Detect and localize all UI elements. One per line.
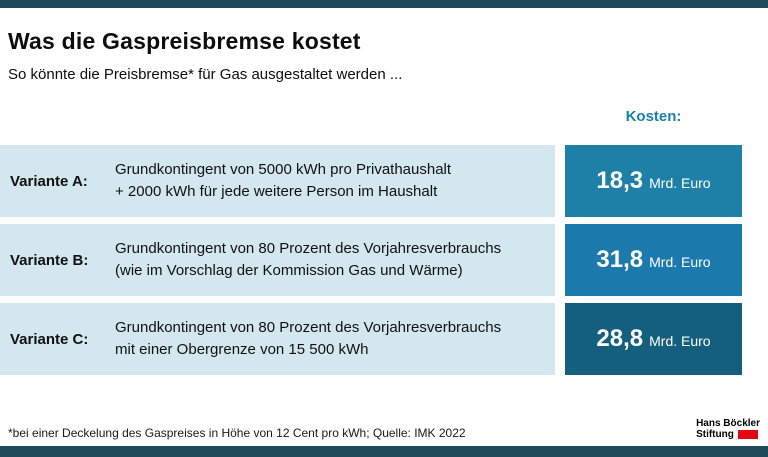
description-line: + 2000 kWh für jede weitere Person im Ha… [115, 183, 438, 200]
variant-label: Variante A: [10, 172, 88, 190]
table-row-variante-b: Variante B: Grundkontingent von 80 Proze… [0, 224, 742, 296]
variant-label: Variante B: [10, 251, 89, 269]
costs-column-header: Kosten: [625, 108, 682, 125]
top-accent-bar [0, 0, 768, 8]
footer: *bei einer Deckelung des Gaspreises in H… [8, 418, 760, 440]
hans-boeckler-stiftung-logo: Hans Böckler Stiftung [696, 418, 760, 440]
description-line: mit einer Obergrenze von 15 500 kWh [115, 341, 369, 358]
variant-description: Grundkontingent von 5000 kWh pro Privath… [115, 159, 451, 203]
cost-value: 28,8 [596, 325, 644, 352]
header: Was die Gaspreisbremse kostet So könnte … [0, 8, 768, 83]
logo-text-line1: Hans Böckler [696, 418, 760, 429]
cost-unit: Mrd. Euro [649, 254, 711, 270]
footnote: *bei einer Deckelung des Gaspreises in H… [8, 426, 466, 440]
cost-box: 28,8 Mrd. Euro [565, 303, 742, 375]
cost-value: 18,3 [596, 167, 644, 194]
variant-label: Variante C: [10, 330, 89, 348]
table-row-variante-c: Variante C: Grundkontingent von 80 Proze… [0, 303, 742, 375]
cost-value: 31,8 [596, 246, 644, 273]
variant-cell: Variante C: Grundkontingent von 80 Proze… [0, 303, 555, 375]
logo-text-line2: Stiftung [696, 429, 758, 440]
variants-table: Variante A: Grundkontingent von 5000 kWh… [0, 145, 768, 375]
variant-description: Grundkontingent von 80 Prozent des Vorja… [115, 317, 501, 361]
logo-text-stiftung: Stiftung [696, 429, 734, 440]
variant-description: Grundkontingent von 80 Prozent des Vorja… [115, 238, 501, 282]
page-title: Was die Gaspreisbremse kostet [8, 28, 361, 54]
description-line: Grundkontingent von 80 Prozent des Vorja… [115, 240, 502, 258]
description-line: Grundkontingent von 80 Prozent des Vorja… [115, 319, 502, 337]
description-line: (wie im Vorschlag der Kommission Gas und… [115, 262, 463, 279]
variant-cell: Variante B: Grundkontingent von 80 Proze… [0, 224, 555, 296]
cost-box: 18,3 Mrd. Euro [565, 145, 742, 217]
page-subtitle: So könnte die Preisbremse* für Gas ausge… [8, 66, 403, 83]
description-line: Grundkontingent von 5000 kWh pro Privath… [115, 161, 452, 179]
bottom-accent-bar [0, 446, 768, 457]
cost-unit: Mrd. Euro [649, 175, 711, 191]
cost-unit: Mrd. Euro [649, 333, 711, 349]
variant-cell: Variante A: Grundkontingent von 5000 kWh… [0, 145, 555, 217]
table-row-variante-a: Variante A: Grundkontingent von 5000 kWh… [0, 145, 742, 217]
cost-box: 31,8 Mrd. Euro [565, 224, 742, 296]
logo-red-mark-icon [737, 430, 758, 439]
